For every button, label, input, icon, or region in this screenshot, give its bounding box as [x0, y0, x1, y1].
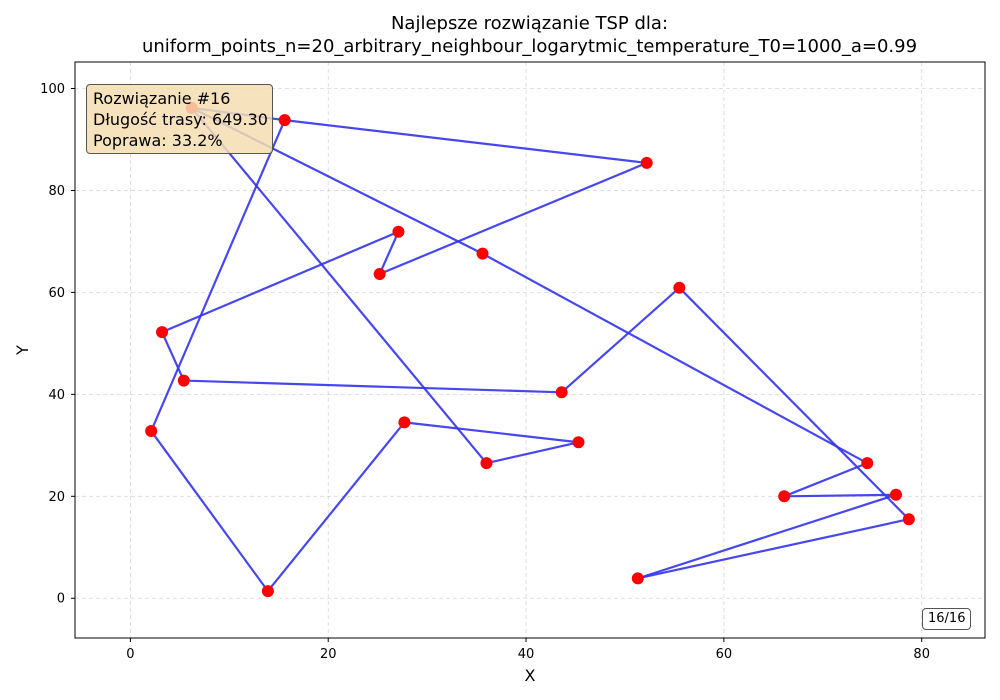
route-segment [378, 230, 400, 276]
city-point [278, 114, 291, 127]
y-tick-label: 60 [48, 286, 65, 301]
city-point [480, 457, 493, 470]
x-axis-label: X [525, 666, 536, 685]
city-point [392, 225, 405, 238]
y-tick-label: 80 [48, 184, 65, 199]
city-point [261, 585, 274, 598]
route-segment [560, 286, 681, 394]
city-point [476, 247, 489, 260]
y-axis-label: Y [13, 345, 32, 356]
plot-area-frame [74, 61, 986, 639]
x-tick-label: 40 [518, 647, 535, 662]
chart-title: Najlepsze rozwiązanie TSP dla: uniform_p… [0, 12, 1000, 58]
city-point [555, 386, 568, 399]
city-point [572, 436, 585, 449]
route-segment [182, 379, 563, 394]
x-tick-label: 20 [320, 647, 337, 662]
city-point [631, 572, 644, 585]
route-length: Długość trasy: 649.30 [93, 110, 268, 129]
city-point [177, 374, 190, 387]
route-segment [783, 462, 869, 498]
city-point [889, 488, 902, 501]
route-segment [266, 421, 406, 593]
route-segment [403, 421, 580, 444]
y-tick-label: 40 [48, 388, 65, 403]
route-segment [283, 119, 648, 165]
route-segment [378, 161, 648, 276]
route-segment [636, 493, 898, 580]
y-tick-label: 0 [57, 592, 65, 607]
chart-title-line-1: Najlepsze rozwiązanie TSP dla: [390, 13, 669, 34]
route-segment [190, 106, 488, 465]
solution-info-box: Rozwiązanie #16 Długość trasy: 649.30 Po… [86, 84, 273, 154]
x-tick-label: 60 [716, 647, 733, 662]
city-points [145, 101, 915, 598]
improvement: Poprawa: 33.2% [93, 131, 223, 150]
route-segment [481, 252, 869, 465]
city-point [373, 268, 386, 281]
route-segment [678, 286, 910, 521]
city-point [673, 281, 686, 294]
x-tick-label: 80 [913, 647, 930, 662]
route-segment [636, 518, 910, 580]
route-segment [150, 429, 269, 593]
city-point [778, 490, 791, 503]
city-point [861, 457, 874, 470]
frame-counter-badge: 16/16 [922, 608, 972, 630]
x-axis-ticks: 0 20 40 60 80 [126, 638, 930, 662]
chart-title-line-2: uniform_points_n=20_arbitrary_neighbour_… [141, 36, 918, 57]
city-point [640, 156, 653, 169]
x-tick-label: 0 [126, 647, 134, 662]
grid-lines [75, 62, 985, 638]
route-segment [783, 493, 898, 498]
y-tick-label: 20 [48, 490, 65, 505]
y-tick-label: 100 [40, 82, 65, 97]
city-point [156, 326, 169, 339]
route-segment [485, 441, 580, 465]
plot-area-background [75, 62, 985, 638]
city-point [145, 425, 158, 438]
city-point [902, 513, 915, 526]
route-segment [160, 331, 185, 382]
city-point [398, 416, 411, 429]
solution-number: Rozwiązanie #16 [93, 89, 231, 108]
route-segment [150, 119, 286, 433]
y-axis-ticks: 0 20 40 60 80 100 [40, 82, 75, 607]
